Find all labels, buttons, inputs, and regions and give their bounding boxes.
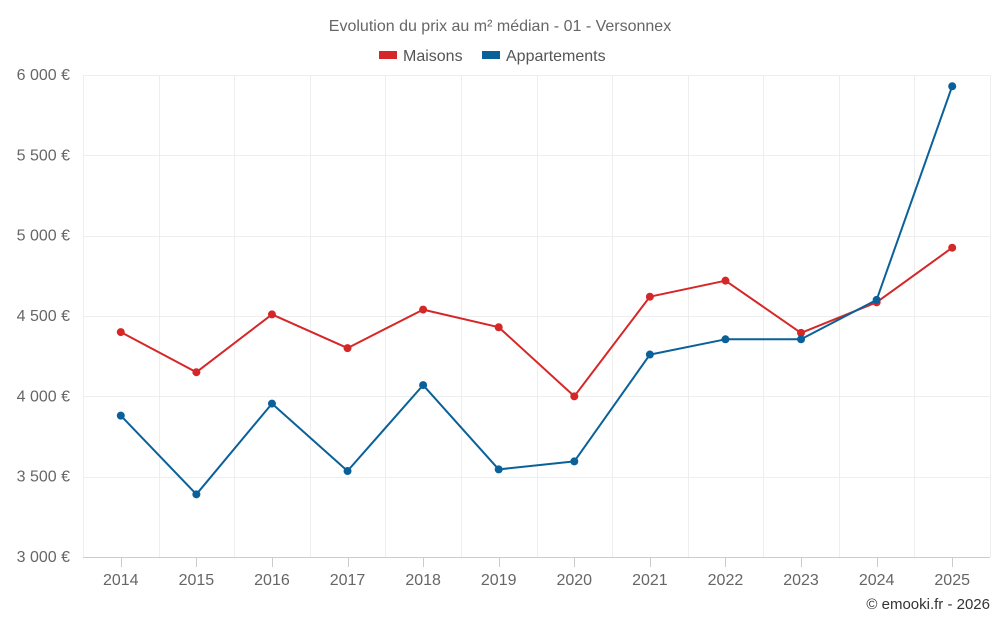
data-point-appartements-2017[interactable] — [343, 467, 352, 476]
data-point-appartements-2020[interactable] — [570, 457, 579, 466]
data-point-maisons-2019[interactable] — [494, 323, 503, 332]
x-tick-label: 2015 — [179, 572, 215, 589]
y-tick-label: 3 500 € — [17, 469, 70, 486]
axes: 3 000 € 3 500 € 4 000 € 4 500 € 5 000 € 5 500… — [17, 67, 990, 589]
data-point-maisons-2017[interactable] — [343, 344, 352, 353]
data-point-appartements-2021[interactable] — [645, 350, 654, 359]
legend-label: Maisons — [403, 48, 463, 65]
legend-swatch — [379, 51, 397, 59]
x-tick-label: 2025 — [934, 572, 970, 589]
y-tick-label: 4 500 € — [17, 308, 70, 325]
data-point-maisons-2018[interactable] — [419, 305, 428, 314]
data-point-appartements-2022[interactable] — [721, 335, 730, 344]
y-tick-label: 5 000 € — [17, 228, 70, 245]
x-tick-label: 2019 — [481, 572, 517, 589]
y-tick-label: 5 500 € — [17, 147, 70, 164]
data-point-maisons-2015[interactable] — [192, 368, 201, 377]
data-point-maisons-2025[interactable] — [948, 243, 957, 252]
legend-item-maisons[interactable]: Maisons — [379, 48, 463, 65]
series-maisons — [116, 243, 957, 401]
grid — [83, 75, 991, 557]
data-point-appartements-2024[interactable] — [872, 295, 881, 304]
legend-label: Appartements — [506, 48, 606, 65]
legend-swatch — [482, 51, 500, 59]
x-tick-label: 2016 — [254, 572, 290, 589]
x-tick-label: 2021 — [632, 572, 668, 589]
legend-item-appartements[interactable]: Appartements — [482, 48, 606, 65]
series — [116, 82, 957, 499]
data-point-maisons-2016[interactable] — [267, 310, 276, 319]
series-line-appartements — [119, 85, 954, 496]
chart-title: Evolution du prix au m² médian - 01 - Ve… — [329, 18, 671, 35]
x-tick-label: 2022 — [708, 572, 744, 589]
data-point-appartements-2014[interactable] — [116, 411, 125, 420]
x-tick-label: 2024 — [859, 572, 895, 589]
data-point-appartements-2025[interactable] — [948, 82, 957, 91]
legend: Maisons Appartements — [379, 48, 606, 65]
series-appartements — [116, 82, 957, 499]
credit-text: © emooki.fr - 2026 — [866, 596, 990, 613]
y-tick-label: 3 000 € — [17, 549, 70, 566]
data-point-maisons-2021[interactable] — [645, 292, 654, 301]
data-point-maisons-2020[interactable] — [570, 392, 579, 401]
x-tick-label: 2018 — [405, 572, 441, 589]
x-tick-label: 2017 — [330, 572, 366, 589]
data-point-maisons-2022[interactable] — [721, 276, 730, 285]
x-tick-label: 2014 — [103, 572, 139, 589]
data-point-appartements-2015[interactable] — [192, 490, 201, 499]
data-point-appartements-2016[interactable] — [267, 399, 276, 408]
data-point-maisons-2014[interactable] — [116, 328, 125, 337]
y-tick-label: 6 000 € — [17, 67, 70, 84]
y-tick-label: 4 000 € — [17, 388, 70, 405]
x-tick-label: 2023 — [783, 572, 819, 589]
data-point-maisons-2023[interactable] — [797, 328, 806, 337]
data-point-appartements-2019[interactable] — [494, 465, 503, 474]
data-point-appartements-2023[interactable] — [797, 335, 806, 344]
series-line-maisons — [119, 246, 954, 398]
x-tick-label: 2020 — [556, 572, 592, 589]
data-point-appartements-2018[interactable] — [419, 381, 428, 390]
